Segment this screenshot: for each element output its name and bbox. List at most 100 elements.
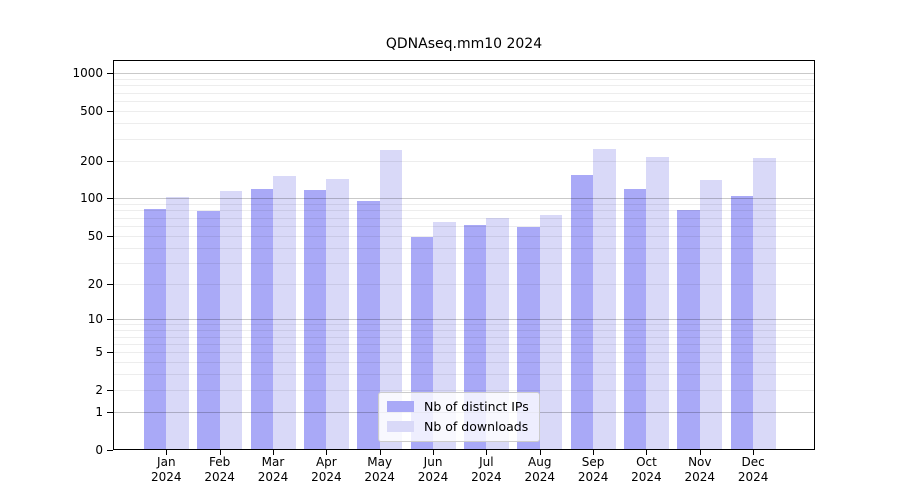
y-tick-label: 50	[87, 228, 103, 243]
bar-downloads-dec	[753, 158, 776, 450]
x-tick-year: 2024	[577, 470, 609, 484]
legend-row-distinct-ips: Nb of distinct IPs	[387, 398, 529, 415]
x-tick-label: Jul 2024	[456, 455, 516, 485]
legend-swatch-distinct-ips	[387, 401, 414, 412]
x-tick-month: Nov	[688, 455, 712, 469]
y-gridline-minor	[113, 330, 815, 332]
y-tick-label: 20	[87, 276, 103, 291]
x-tick-label: Jun 2024	[403, 455, 463, 485]
x-tick-month: May	[367, 455, 393, 469]
x-tick-year: 2024	[257, 470, 289, 484]
y-gridline-minor	[113, 352, 815, 354]
x-tick-label: Mar 2024	[243, 455, 303, 485]
y-gridline-minor	[113, 123, 815, 125]
chart-title: QDNAseq.mm10 2024	[385, 36, 543, 52]
x-tick-month: Aug	[528, 455, 552, 469]
y-axis-tick	[107, 352, 113, 354]
y-axis-tick	[107, 160, 113, 162]
y-gridline-minor	[113, 160, 815, 162]
y-gridline-major	[113, 319, 815, 321]
x-axis-tick	[433, 450, 435, 455]
y-axis-tick	[107, 235, 113, 237]
bar-downloads-may	[379, 149, 403, 450]
legend-swatch-downloads	[387, 421, 414, 432]
x-axis-tick	[379, 450, 381, 455]
y-tick-label: 5	[95, 345, 103, 360]
y-tick-label: 200	[80, 153, 103, 168]
x-tick-year: 2024	[737, 470, 769, 484]
x-tick-label: Nov 2024	[670, 455, 730, 485]
x-tick-month: Jul	[479, 455, 494, 469]
y-axis-tick	[107, 450, 113, 451]
x-axis-tick	[593, 450, 595, 455]
y-tick-label: 100	[80, 191, 103, 206]
x-axis-tick	[539, 450, 541, 455]
bar-ips-apr	[303, 190, 327, 450]
x-axis-tick	[273, 450, 274, 455]
y-gridline-minor	[113, 101, 815, 103]
x-axis-tick	[326, 450, 328, 455]
y-axis-tick	[107, 412, 113, 414]
x-axis-tick	[166, 450, 168, 455]
bar-ips-feb	[197, 211, 220, 450]
y-gridline-minor	[113, 374, 815, 376]
x-tick-year: 2024	[151, 470, 182, 484]
x-tick-year: 2024	[471, 470, 502, 484]
y-tick-label: 0	[95, 443, 103, 457]
bar-downloads-jan	[166, 197, 189, 450]
y-tick-label: 1	[95, 405, 103, 420]
y-gridline-minor	[113, 336, 815, 338]
y-gridline-minor	[113, 262, 815, 264]
y-tick-label: 2	[95, 383, 103, 398]
y-gridline-minor	[113, 79, 815, 81]
y-gridline-minor	[113, 138, 815, 140]
x-tick-year: 2024	[524, 470, 556, 484]
x-tick-label: Jan 2024	[136, 455, 196, 485]
y-tick-label: 10	[87, 312, 103, 327]
y-gridline-minor	[113, 217, 815, 219]
bar-ips-may	[357, 200, 380, 450]
x-tick-year: 2024	[204, 470, 235, 484]
y-gridline-minor	[113, 324, 815, 326]
x-tick-month: Jan	[157, 455, 176, 469]
bar-downloads-nov	[699, 180, 723, 450]
x-tick-year: 2024	[631, 470, 662, 484]
bar-ips-dec	[730, 195, 754, 450]
x-tick-month: Mar	[261, 455, 285, 469]
y-tick-label: 500	[80, 104, 103, 119]
x-axis-tick	[219, 450, 221, 455]
y-gridline-minor	[113, 390, 815, 392]
bar-ips-mar	[250, 188, 273, 450]
y-gridline-minor	[113, 247, 815, 249]
y-gridline-minor	[113, 283, 815, 285]
x-tick-label: Aug 2024	[510, 455, 570, 485]
y-gridline-major	[113, 198, 815, 200]
bar-downloads-apr	[326, 179, 349, 450]
x-tick-label: Oct 2024	[616, 455, 676, 485]
x-tick-label: May 2024	[350, 455, 410, 485]
y-axis-tick	[107, 111, 113, 113]
bar-ips-jan	[143, 209, 167, 450]
y-gridline-minor	[113, 343, 815, 345]
x-axis-tick	[646, 450, 648, 455]
y-axis-tick	[107, 283, 113, 285]
x-tick-label: Apr 2024	[296, 455, 356, 485]
x-tick-year: 2024	[364, 470, 395, 484]
x-axis-tick	[486, 450, 488, 455]
bar-downloads-feb	[219, 190, 243, 450]
y-gridline-minor	[113, 210, 815, 212]
y-gridline-minor	[113, 235, 815, 237]
x-axis-tick	[699, 450, 701, 455]
x-tick-month: Sep	[581, 455, 605, 469]
y-axis-tick	[107, 198, 113, 200]
legend-label-distinct-ips: Nb of distinct IPs	[424, 399, 529, 414]
x-tick-month: Oct	[636, 455, 657, 469]
x-tick-label: Feb 2024	[190, 455, 250, 485]
y-gridline-minor	[113, 225, 815, 227]
x-tick-label: Sep 2024	[563, 455, 623, 485]
y-tick-label: 1000	[72, 66, 103, 81]
y-gridline-minor	[113, 92, 815, 94]
y-axis-tick	[107, 73, 113, 75]
bar-downloads-jul	[486, 217, 509, 450]
bar-downloads-sep	[593, 148, 616, 450]
